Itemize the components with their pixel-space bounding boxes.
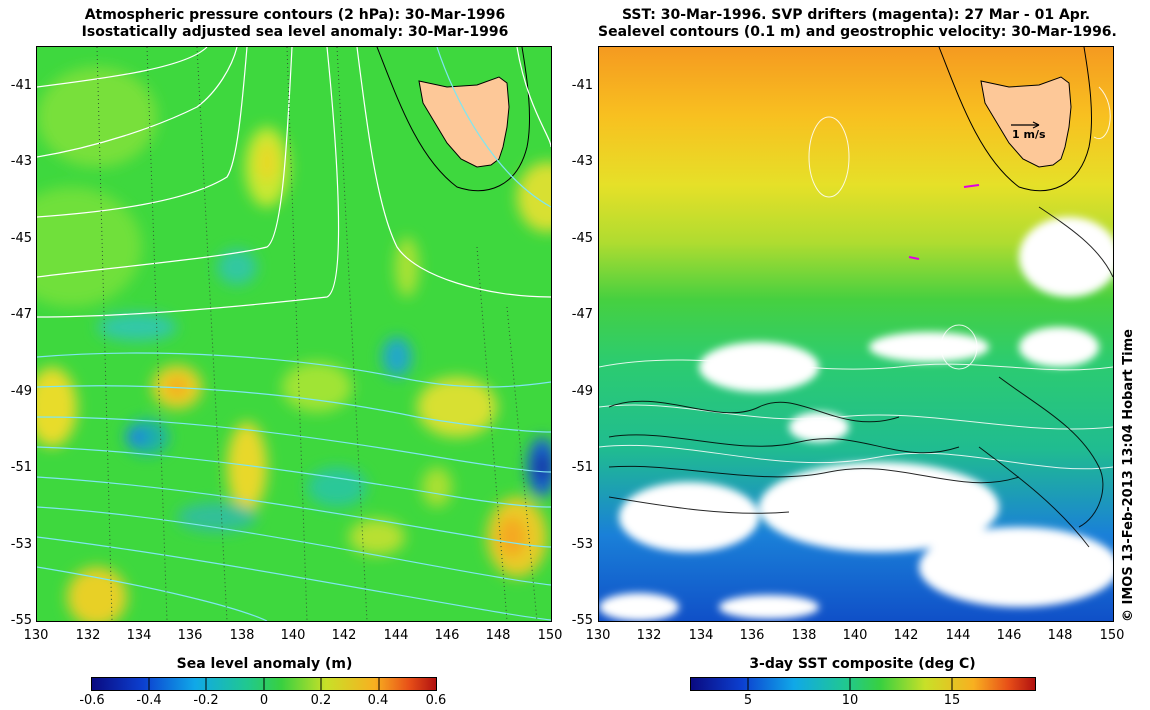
lat-label: -47 [571, 307, 593, 322]
lon-label: 146 [434, 628, 460, 643]
lon-label: 134 [126, 628, 152, 643]
right-title-line2: Sealevel contours (0.1 m) and geostrophi… [598, 24, 1117, 40]
lon-label: 146 [996, 628, 1022, 643]
lat-label: -55 [571, 613, 593, 628]
lon-label: 144 [383, 628, 409, 643]
colorbar-tick-label: -0.6 [79, 693, 105, 708]
scale-arrow-label: 1 m/s [1012, 128, 1046, 141]
lon-label: 132 [75, 628, 101, 643]
lon-label: 130 [23, 628, 49, 643]
lon-label: 142 [331, 628, 357, 643]
lon-label: 140 [280, 628, 306, 643]
tasmania-land [418, 76, 510, 168]
scale-arrow [1011, 121, 1040, 129]
lat-label: -51 [10, 460, 32, 475]
lon-label: 148 [1047, 628, 1073, 643]
left-title-line2: Isostatically adjusted sea level anomaly… [81, 24, 509, 40]
colorbar-tick-label: -0.4 [136, 693, 162, 708]
left-map-panel [2, 46, 577, 627]
colorbar-tick-label: 10 [841, 693, 859, 708]
colorbar-tick-label: 0.6 [425, 693, 447, 708]
lat-label: -49 [10, 384, 32, 399]
lat-label: -49 [571, 384, 593, 399]
left-colorbar [91, 677, 437, 691]
lon-label: 150 [537, 628, 563, 643]
lon-label: 134 [688, 628, 714, 643]
lat-label: -41 [571, 78, 593, 93]
right-colorbar [690, 677, 1036, 691]
left-title-line1: Atmospheric pressure contours (2 hPa): 3… [84, 7, 506, 23]
lon-label: 136 [177, 628, 203, 643]
lon-label: 136 [739, 628, 765, 643]
right-map-panel: 1 m/s [598, 46, 1119, 622]
lon-label: 138 [229, 628, 255, 643]
lat-label: -45 [10, 231, 32, 246]
lon-label: 142 [893, 628, 919, 643]
copyright-notice: © IMOS 13-Feb-2013 13:04 Hobart Time [1121, 329, 1136, 622]
lon-label: 148 [485, 628, 511, 643]
lat-label: -41 [10, 78, 32, 93]
tasmania-land-right [980, 76, 1072, 168]
sst-map: 1 m/s [598, 46, 1119, 621]
lat-label: -51 [571, 460, 593, 475]
lon-label: 150 [1099, 628, 1125, 643]
colorbar-tick-label: 5 [743, 693, 753, 708]
lat-label: -43 [10, 154, 32, 169]
colorbar-tick-label: 0 [259, 693, 269, 708]
lon-label: 144 [945, 628, 971, 643]
lon-label: 130 [585, 628, 611, 643]
right-title-line1: SST: 30-Mar-1996. SVP drifters (magenta)… [621, 7, 1091, 23]
lon-label: 140 [842, 628, 868, 643]
lat-label: -43 [571, 154, 593, 169]
lat-label: -45 [571, 231, 593, 246]
colorbar-tick-label: 0.4 [367, 693, 389, 708]
lat-label: -55 [10, 613, 32, 628]
lat-label: -47 [10, 307, 32, 322]
right-colorbar-title: 3-day SST composite (deg C) [749, 656, 976, 672]
colorbar-tick-label: -0.2 [193, 693, 219, 708]
lat-label: -53 [571, 537, 593, 552]
lon-label: 132 [636, 628, 662, 643]
sea-level-anomaly-map [2, 46, 577, 627]
colorbar-tick-label: 15 [943, 693, 961, 708]
lat-label: -53 [10, 537, 32, 552]
colorbar-tick-label: 0.2 [310, 693, 332, 708]
lon-label: 138 [791, 628, 817, 643]
left-colorbar-title: Sea level anomaly (m) [176, 656, 353, 672]
